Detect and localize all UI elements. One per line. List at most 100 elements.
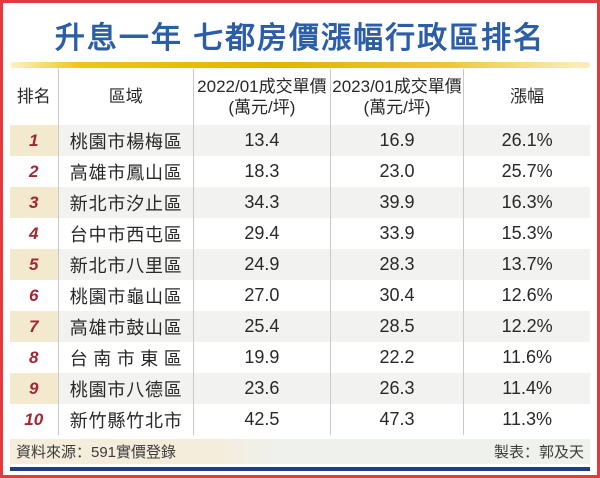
price-2022-value: 19.9 (244, 347, 280, 367)
price-2022-cell: 27.0 (193, 280, 330, 311)
price-2023-cell: 47.3 (329, 404, 464, 435)
price-2022-cell: 24.9 (193, 249, 330, 280)
change-cell: 11.3% (463, 404, 590, 435)
change-cell: 12.2% (463, 311, 590, 342)
price-2023-cell: 16.9 (329, 125, 464, 156)
rank-cell: 1 (10, 125, 58, 156)
change-value: 11.6% (502, 347, 552, 367)
region-name: 桃園市八德區 (69, 379, 182, 400)
table-row: 7 高雄市鼓山區 25.4 28.5 12.2% (10, 311, 590, 342)
price-2022-value: 27.0 (244, 285, 280, 305)
price-2023-cell: 26.3 (329, 373, 464, 404)
change-value: 12.2% (501, 316, 553, 336)
rank-cell: 9 (10, 373, 58, 404)
table-body: 1 桃園市楊梅區 13.4 16.9 26.1% 2 高雄市鳳山區 18.3 2… (10, 125, 590, 435)
price-2023-value: 16.9 (379, 130, 415, 150)
price-2022-value: 25.4 (244, 316, 280, 336)
price-2022-value: 29.4 (244, 223, 280, 243)
table-row: 6 桃園市龜山區 27.0 30.4 12.6% (10, 280, 590, 311)
region-name: 桃園市龜山區 (69, 286, 182, 307)
rank-number: 6 (29, 285, 39, 305)
table-row: 2 高雄市鳳山區 18.3 23.0 25.7% (10, 156, 590, 187)
region-cell: 高雄市鳳山區 (57, 156, 194, 187)
price-2022-cell: 19.9 (193, 342, 330, 373)
price-2023-value: 30.4 (379, 285, 415, 305)
header-label-line1: 2023/01成交單價 (332, 76, 462, 96)
price-2022-value: 24.9 (244, 254, 280, 274)
price-2022-cell: 34.3 (193, 187, 330, 218)
rank-number: 2 (29, 161, 39, 181)
source-note: 資料來源：591實價登錄 (16, 444, 177, 461)
header-cell-region: 區域 (57, 69, 194, 125)
rank-cell: 4 (10, 218, 58, 249)
change-value: 26.1% (501, 130, 553, 150)
region-cell: 新北市汐止區 (57, 187, 194, 218)
price-2022-value: 18.3 (244, 161, 280, 181)
table-row: 4 台中市西屯區 29.4 33.9 15.3% (10, 218, 590, 249)
price-2022-cell: 13.4 (193, 125, 330, 156)
change-cell: 12.6% (463, 280, 590, 311)
price-2022-value: 13.4 (244, 130, 280, 150)
table-row: 8 台南市東區 19.9 22.2 11.6% (10, 342, 590, 373)
rank-cell: 2 (10, 156, 58, 187)
region-name: 高雄市鳳山區 (69, 162, 182, 183)
rank-number: 3 (29, 192, 39, 212)
price-2022-cell: 42.5 (193, 404, 330, 435)
credit-note: 製表：郭及天 (493, 444, 584, 461)
price-2023-cell: 33.9 (329, 218, 464, 249)
region-cell: 高雄市鼓山區 (57, 311, 194, 342)
change-cell: 16.3% (463, 187, 590, 218)
rank-number: 1 (29, 130, 39, 150)
navy-divider (10, 467, 590, 471)
price-2023-cell: 30.4 (329, 280, 464, 311)
price-2023-value: 33.9 (379, 223, 415, 243)
header-label: 排名 (16, 87, 51, 107)
price-2023-value: 39.9 (379, 192, 415, 212)
region-cell: 台南市東區 (57, 342, 194, 373)
price-2022-cell: 29.4 (193, 218, 330, 249)
change-value: 16.3% (501, 192, 553, 212)
region-name: 新竹縣竹北市 (69, 410, 182, 431)
price-2023-value: 47.3 (379, 409, 415, 429)
header-label-line2: (萬元/坪) (228, 98, 296, 117)
table-row: 3 新北市汐止區 34.3 39.9 16.3% (10, 187, 590, 218)
header-label: 區域 (108, 87, 143, 107)
price-2022-cell: 18.3 (193, 156, 330, 187)
rank-number: 9 (29, 378, 39, 398)
header-cell-rank: 排名 (10, 69, 58, 125)
rank-cell: 8 (10, 342, 58, 373)
table-header-row: 排名 區域 2022/01成交單價 (萬元/坪) 2023/01成交單價 (萬元… (10, 69, 590, 125)
change-cell: 11.6% (463, 342, 590, 373)
price-2022-value: 42.5 (244, 409, 280, 429)
price-2023-cell: 23.0 (329, 156, 464, 187)
change-cell: 15.3% (463, 218, 590, 249)
change-value: 15.3% (501, 223, 553, 243)
rank-number: 8 (29, 347, 39, 367)
rank-cell: 10 (10, 404, 58, 435)
price-2022-value: 34.3 (244, 192, 280, 212)
region-name: 台中市西屯區 (69, 224, 182, 245)
change-cell: 13.7% (463, 249, 590, 280)
header-cell-price-2023: 2023/01成交單價 (萬元/坪) (329, 69, 464, 125)
price-2022-cell: 23.6 (193, 373, 330, 404)
header-cell-change: 漲幅 (463, 69, 590, 125)
change-value: 12.6% (501, 285, 553, 305)
rank-number: 7 (29, 316, 39, 336)
region-cell: 桃園市楊梅區 (57, 125, 194, 156)
rank-cell: 7 (10, 311, 58, 342)
header-label-line1: 2022/01成交單價 (197, 76, 327, 96)
table-footer: 資料來源：591實價登錄 製表：郭及天 (10, 439, 590, 464)
region-cell: 桃園市八德區 (57, 373, 194, 404)
table-row: 1 桃園市楊梅區 13.4 16.9 26.1% (10, 125, 590, 156)
price-2023-cell: 22.2 (329, 342, 464, 373)
table-row: 10 新竹縣竹北市 42.5 47.3 11.3% (10, 404, 590, 435)
price-2022-value: 23.6 (244, 378, 280, 398)
rank-number: 10 (24, 409, 44, 429)
change-cell: 26.1% (463, 125, 590, 156)
table-row: 9 桃園市八德區 23.6 26.3 11.4% (10, 373, 590, 404)
change-value: 13.7% (501, 254, 553, 274)
region-cell: 新竹縣竹北市 (57, 404, 194, 435)
change-cell: 25.7% (463, 156, 590, 187)
header-label: 漲幅 (510, 87, 545, 107)
